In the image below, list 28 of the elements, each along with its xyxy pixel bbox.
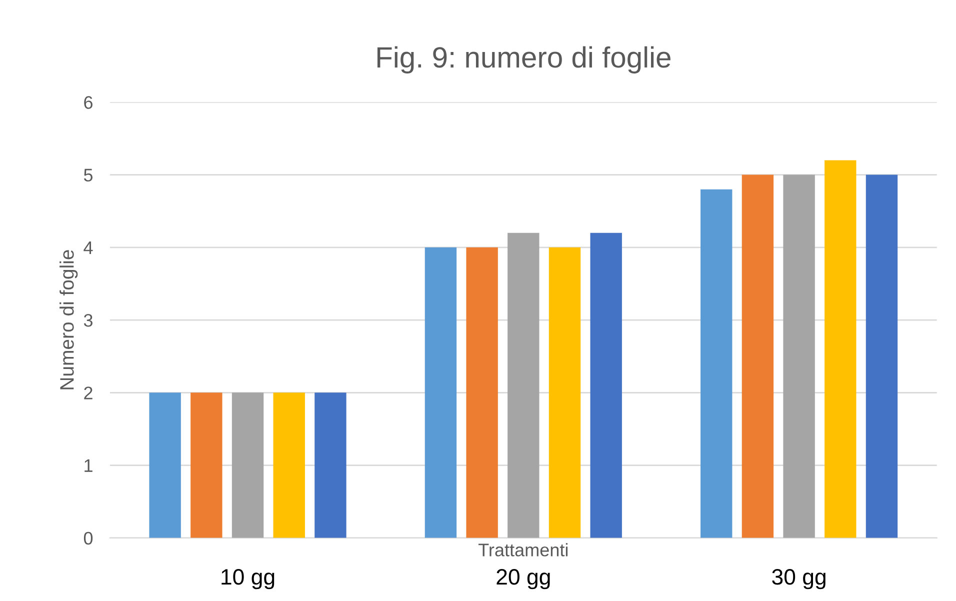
bar — [783, 174, 815, 538]
y-tick-label: 0 — [84, 532, 93, 545]
y-tick-label: 1 — [84, 459, 92, 472]
y-tick-label: 5 — [84, 168, 93, 182]
y-tick-label: 4 — [84, 242, 93, 254]
x-tick-label: 10 gg — [222, 569, 274, 590]
bar — [866, 174, 898, 538]
bar — [232, 392, 264, 538]
bar — [508, 232, 540, 538]
bar — [824, 160, 856, 538]
bar — [548, 247, 581, 538]
x-axis-title: Trattamenti — [478, 543, 568, 556]
y-tick-label: 6 — [84, 96, 92, 109]
bar — [314, 392, 346, 538]
x-tick-label: 30 gg — [772, 569, 826, 590]
bar — [590, 232, 622, 538]
bar — [149, 392, 181, 538]
y-tick-label: 2 — [84, 386, 92, 400]
bar — [466, 247, 498, 538]
bar — [742, 174, 774, 538]
x-tick-label: 20 gg — [496, 569, 550, 590]
bar — [273, 392, 305, 538]
bar — [190, 392, 222, 538]
bar — [700, 189, 732, 538]
bar — [424, 247, 457, 538]
y-axis-title: Numero di foglie — [60, 250, 78, 390]
chart-title: Fig. 9: numero di foglie — [377, 46, 670, 74]
y-tick-label: 3 — [84, 314, 92, 327]
